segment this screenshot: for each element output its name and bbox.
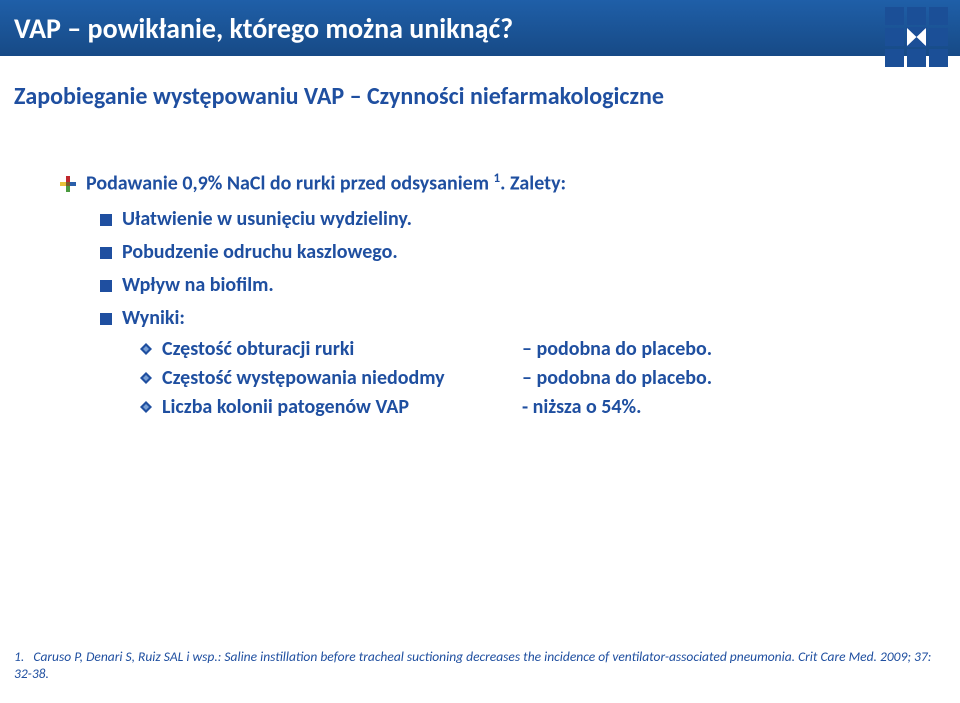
square-icon: [100, 305, 122, 325]
plus-icon: [60, 170, 86, 200]
result-row: Częstość obturacji rurki – podobna do pl…: [140, 336, 900, 363]
result-value: - niższa o 54%.: [522, 394, 900, 421]
result-row: Częstość występowania niedodmy – podobna…: [140, 365, 900, 392]
sub-bullet-text: Wpływ na biofilm.: [122, 272, 274, 299]
result-value: – podobna do placebo.: [522, 365, 900, 392]
slide-title: VAP – powikłanie, którego można uniknąć?: [14, 11, 513, 46]
diamond-icon: [140, 365, 162, 392]
main-bullet-text: Podawanie 0,9% NaCl do rurki przed odsys…: [86, 170, 566, 198]
footnote-number: 1.: [14, 648, 24, 665]
square-icon: [100, 239, 122, 259]
sub-bullet: Wyniki:: [100, 305, 900, 332]
result-value: – podobna do placebo.: [522, 336, 900, 363]
sub-bullet-text: Ułatwienie w usunięciu wydzieliny.: [122, 206, 412, 233]
main-bullet: Podawanie 0,9% NaCl do rurki przed odsys…: [60, 170, 900, 200]
sub-bullet: Ułatwienie w usunięciu wydzieliny.: [100, 206, 900, 233]
title-bar: VAP – powikłanie, którego można uniknąć?: [0, 0, 960, 56]
slide: VAP – powikłanie, którego można uniknąć?: [0, 0, 960, 703]
square-icon: [100, 272, 122, 292]
slide-subtitle: Zapobieganie występowaniu VAP – Czynnośc…: [14, 82, 664, 111]
result-label: Częstość występowania niedodmy: [162, 365, 522, 392]
diamond-icon: [140, 394, 162, 421]
footnote-text: Caruso P, Denari S, Ruiz SAL i wsp.: Sal…: [14, 648, 931, 682]
main-bullet-post: . Zalety:: [500, 172, 566, 196]
logo: [882, 4, 952, 70]
logo-icon: [885, 7, 949, 67]
result-label: Częstość obturacji rurki: [162, 336, 522, 363]
content-body: Podawanie 0,9% NaCl do rurki przed odsys…: [60, 170, 900, 423]
sub-bullet-text: Pobudzenie odruchu kaszlowego.: [122, 239, 398, 266]
sub-bullet: Wpływ na biofilm.: [100, 272, 900, 299]
square-icon: [100, 206, 122, 226]
result-row: Liczba kolonii patogenów VAP - niższa o …: [140, 394, 900, 421]
diamond-icon: [140, 336, 162, 363]
sub-bullet-text: Wyniki:: [122, 305, 185, 332]
sub-bullet: Pobudzenie odruchu kaszlowego.: [100, 239, 900, 266]
result-label: Liczba kolonii patogenów VAP: [162, 394, 522, 421]
main-bullet-pre: Podawanie 0,9% NaCl do rurki przed odsys…: [86, 172, 494, 196]
footnote: 1. Caruso P, Denari S, Ruiz SAL i wsp.: …: [14, 649, 946, 683]
